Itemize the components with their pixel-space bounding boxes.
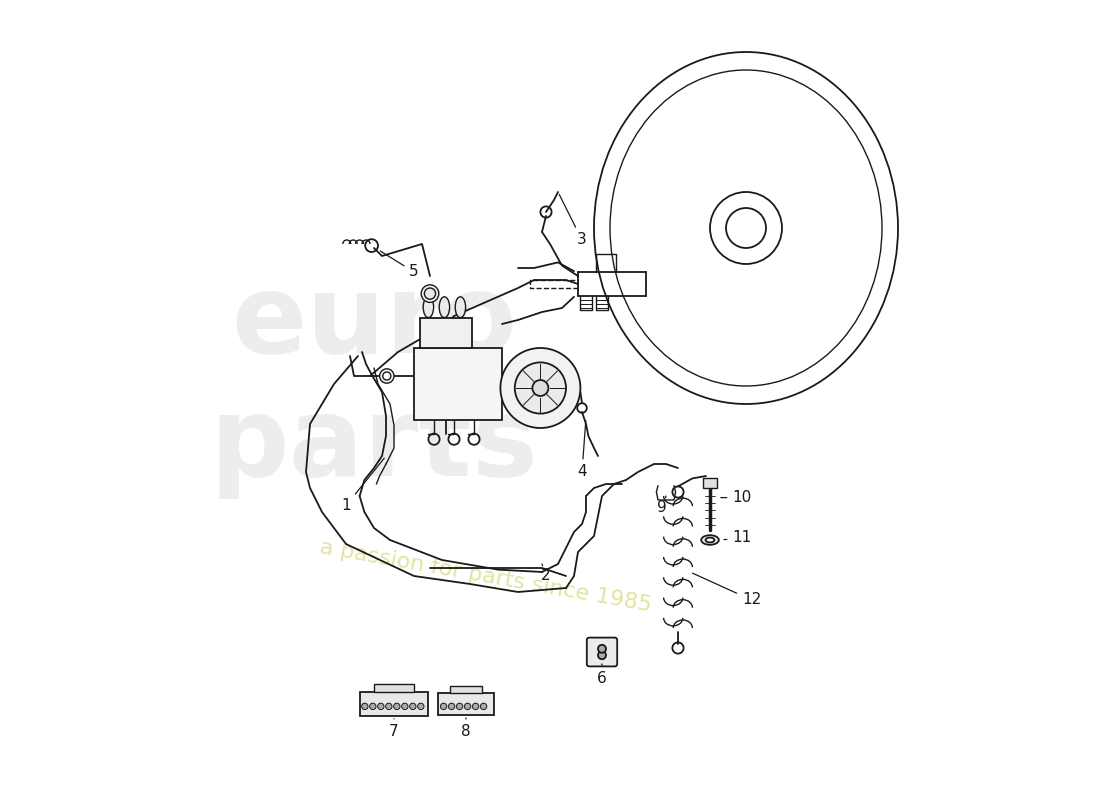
Text: 5: 5 (381, 251, 419, 279)
Circle shape (456, 703, 463, 710)
Circle shape (472, 703, 478, 710)
Circle shape (418, 703, 424, 710)
Circle shape (370, 703, 376, 710)
Ellipse shape (424, 297, 433, 318)
Ellipse shape (705, 538, 714, 542)
Circle shape (598, 651, 606, 659)
Circle shape (500, 348, 581, 428)
Circle shape (481, 703, 487, 710)
Circle shape (440, 703, 447, 710)
Text: 2: 2 (541, 564, 551, 583)
Circle shape (598, 645, 606, 653)
Circle shape (449, 703, 454, 710)
Bar (374, 684, 414, 692)
Text: 1: 1 (341, 458, 384, 513)
Text: 3: 3 (559, 194, 587, 247)
Circle shape (464, 703, 471, 710)
Circle shape (394, 703, 400, 710)
Text: 11: 11 (724, 530, 751, 545)
Bar (414, 348, 502, 420)
FancyBboxPatch shape (703, 478, 717, 488)
Bar (438, 693, 494, 715)
Circle shape (409, 703, 416, 710)
Ellipse shape (421, 285, 439, 302)
Circle shape (386, 703, 392, 710)
Text: 4: 4 (578, 420, 586, 479)
Text: 12: 12 (693, 573, 761, 607)
Text: 9: 9 (657, 496, 667, 515)
FancyBboxPatch shape (586, 638, 617, 666)
Text: 7: 7 (389, 718, 399, 739)
Ellipse shape (383, 372, 390, 380)
Text: a passion for parts since 1985: a passion for parts since 1985 (318, 537, 653, 615)
Text: 6: 6 (597, 664, 607, 686)
Text: 10: 10 (720, 490, 751, 505)
Ellipse shape (701, 535, 718, 545)
Bar (420, 318, 472, 348)
Ellipse shape (455, 297, 465, 318)
Circle shape (402, 703, 408, 710)
Circle shape (532, 380, 549, 396)
Ellipse shape (425, 288, 436, 299)
Bar (360, 692, 428, 716)
Text: 8: 8 (461, 718, 471, 739)
Bar (450, 686, 482, 693)
Ellipse shape (439, 297, 450, 318)
Text: euro
parts: euro parts (210, 269, 538, 499)
Circle shape (362, 703, 369, 710)
Circle shape (377, 703, 384, 710)
Circle shape (515, 362, 566, 414)
Ellipse shape (379, 369, 394, 383)
